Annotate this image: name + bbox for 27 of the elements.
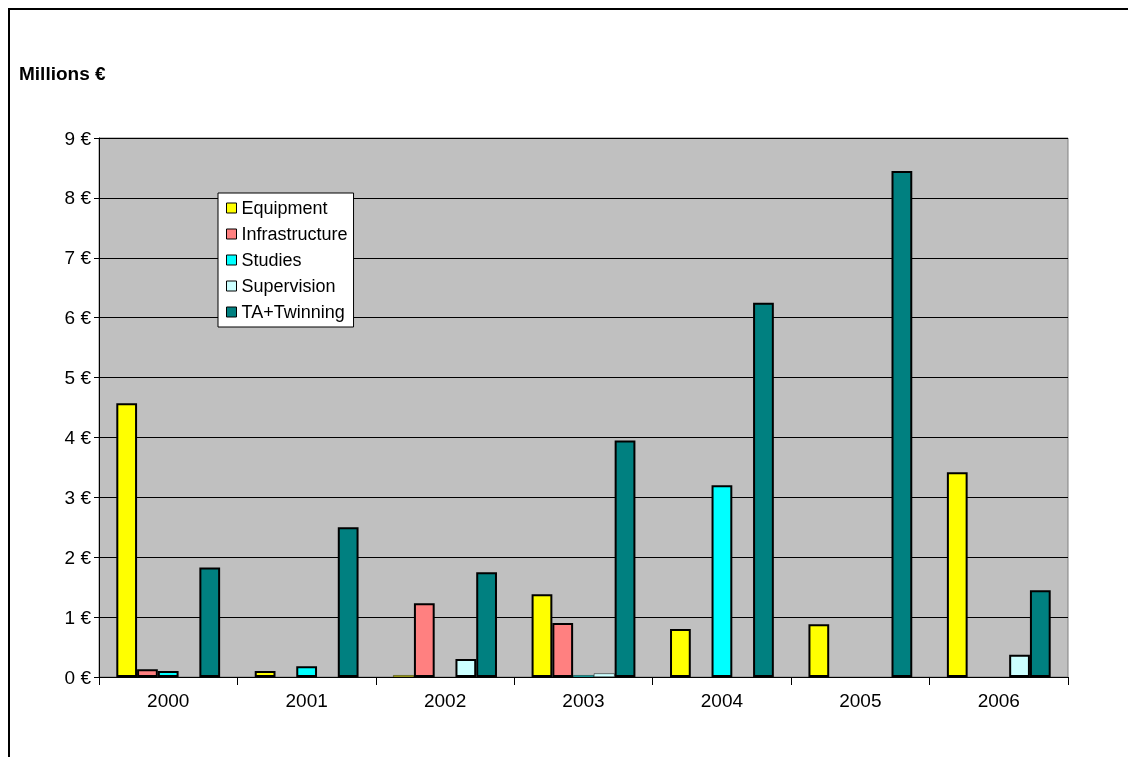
x-tick-label: 2006 — [977, 690, 1020, 711]
bar — [296, 666, 318, 677]
legend-label: Studies — [241, 250, 302, 270]
y-tick-label: 0 € — [64, 666, 92, 688]
y-tick-label: 7 € — [64, 247, 92, 269]
y-tick-label: 6 € — [64, 307, 92, 329]
legend-label: Equipment — [241, 198, 328, 218]
x-tick-label: 2001 — [285, 690, 328, 711]
x-tick-label: 2002 — [423, 690, 467, 711]
bar — [670, 629, 691, 677]
legend-label: TA+Twinning — [241, 302, 345, 322]
y-tick-label: 3 € — [64, 486, 92, 508]
y-tick-label: 8 € — [64, 187, 92, 209]
legend-label: Supervision — [241, 276, 336, 296]
bar — [808, 624, 830, 677]
y-tick-label: 9 € — [64, 127, 92, 149]
y-tick-label: 1 € — [64, 606, 92, 628]
x-tick-label: 2000 — [147, 690, 190, 711]
legend-label: Infrastructure — [241, 224, 348, 244]
y-tick-label: 2 € — [64, 546, 92, 568]
x-tick-label: 2003 — [562, 690, 605, 711]
bar — [254, 671, 276, 677]
y-axis-title: Millions € — [19, 63, 106, 84]
x-tick-label: 2004 — [700, 690, 744, 711]
y-tick-label: 5 € — [64, 367, 92, 389]
x-tick-label: 2005 — [839, 690, 882, 711]
y-tick-label: 4 € — [64, 426, 92, 448]
